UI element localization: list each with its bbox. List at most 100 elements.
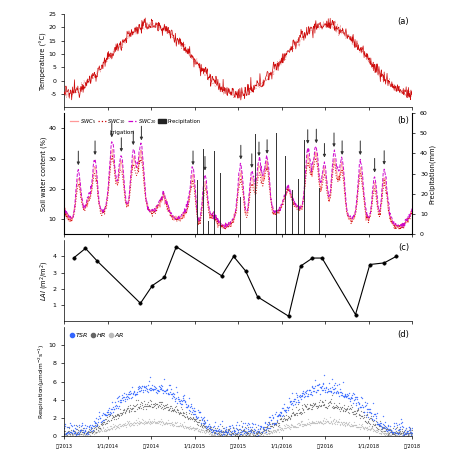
Point xyxy=(247,428,255,435)
Point xyxy=(394,428,401,436)
Point xyxy=(333,403,340,411)
Point xyxy=(63,429,70,437)
Point xyxy=(232,430,240,438)
Point xyxy=(292,403,300,411)
Point xyxy=(67,428,75,436)
Point xyxy=(224,428,231,436)
Point xyxy=(278,426,285,434)
Point xyxy=(297,419,305,426)
Point xyxy=(109,408,117,416)
Point xyxy=(135,417,143,425)
Point xyxy=(293,391,301,399)
Point xyxy=(214,425,221,432)
Point xyxy=(273,412,281,420)
Point xyxy=(134,383,141,391)
Point xyxy=(373,426,380,434)
Point xyxy=(372,428,379,435)
Point xyxy=(335,416,343,423)
Point xyxy=(133,388,140,396)
Point xyxy=(146,384,154,392)
Point xyxy=(136,384,143,392)
Point xyxy=(187,424,194,432)
Point xyxy=(275,422,283,429)
Point xyxy=(402,425,410,432)
Point xyxy=(309,419,317,426)
Point xyxy=(166,388,174,396)
Point xyxy=(308,383,316,391)
Point xyxy=(389,429,396,437)
Point xyxy=(286,423,293,431)
Point xyxy=(345,394,353,401)
Point xyxy=(125,421,133,428)
Point xyxy=(63,424,71,431)
Point xyxy=(127,419,134,427)
Point xyxy=(229,429,237,437)
Point xyxy=(201,429,209,437)
Point xyxy=(277,424,285,432)
Point xyxy=(254,429,261,437)
Point xyxy=(77,425,85,433)
Point xyxy=(386,431,394,438)
Point xyxy=(214,428,221,435)
Point xyxy=(93,414,100,421)
Point xyxy=(173,406,181,414)
Point xyxy=(223,427,230,434)
Point xyxy=(404,430,412,438)
Point xyxy=(334,420,341,428)
Point xyxy=(302,389,310,397)
Point xyxy=(158,403,166,410)
Point xyxy=(238,423,246,430)
Point xyxy=(219,422,226,430)
Point xyxy=(191,407,199,415)
Point xyxy=(394,427,401,434)
Point xyxy=(110,413,118,420)
Point xyxy=(283,424,290,432)
Point xyxy=(277,409,285,417)
Point xyxy=(324,418,331,425)
Point xyxy=(256,431,264,439)
Point xyxy=(135,403,142,410)
Point xyxy=(386,422,394,430)
Point xyxy=(356,411,364,419)
Point xyxy=(319,401,327,409)
Point xyxy=(392,428,399,436)
Point xyxy=(401,431,408,439)
Point xyxy=(186,424,193,431)
Point xyxy=(184,402,191,410)
Point xyxy=(97,420,105,428)
Point xyxy=(199,427,207,434)
Point xyxy=(361,423,369,430)
Point xyxy=(218,428,226,436)
Point xyxy=(316,390,323,398)
Point xyxy=(398,418,406,426)
Point xyxy=(275,419,283,427)
Point xyxy=(390,431,398,438)
Point xyxy=(69,427,76,435)
Point xyxy=(129,404,137,412)
Point xyxy=(335,418,342,425)
Point xyxy=(144,398,152,406)
Point xyxy=(295,419,302,427)
Point xyxy=(353,412,360,419)
Point xyxy=(282,408,290,416)
Point xyxy=(211,429,219,437)
Point xyxy=(239,428,247,435)
Point xyxy=(337,418,345,426)
Point xyxy=(352,421,359,428)
Point xyxy=(231,431,238,439)
Point xyxy=(181,413,189,421)
Point xyxy=(404,429,412,437)
Point xyxy=(408,429,415,437)
Point xyxy=(382,425,389,432)
Point xyxy=(107,410,115,417)
Point xyxy=(80,429,88,437)
Point xyxy=(283,415,290,423)
Point xyxy=(155,387,162,394)
Point xyxy=(115,392,123,400)
Point xyxy=(311,419,319,427)
Point xyxy=(370,421,377,429)
Point xyxy=(72,428,79,436)
Point xyxy=(101,420,109,428)
Point xyxy=(100,419,108,426)
Point xyxy=(302,421,310,428)
